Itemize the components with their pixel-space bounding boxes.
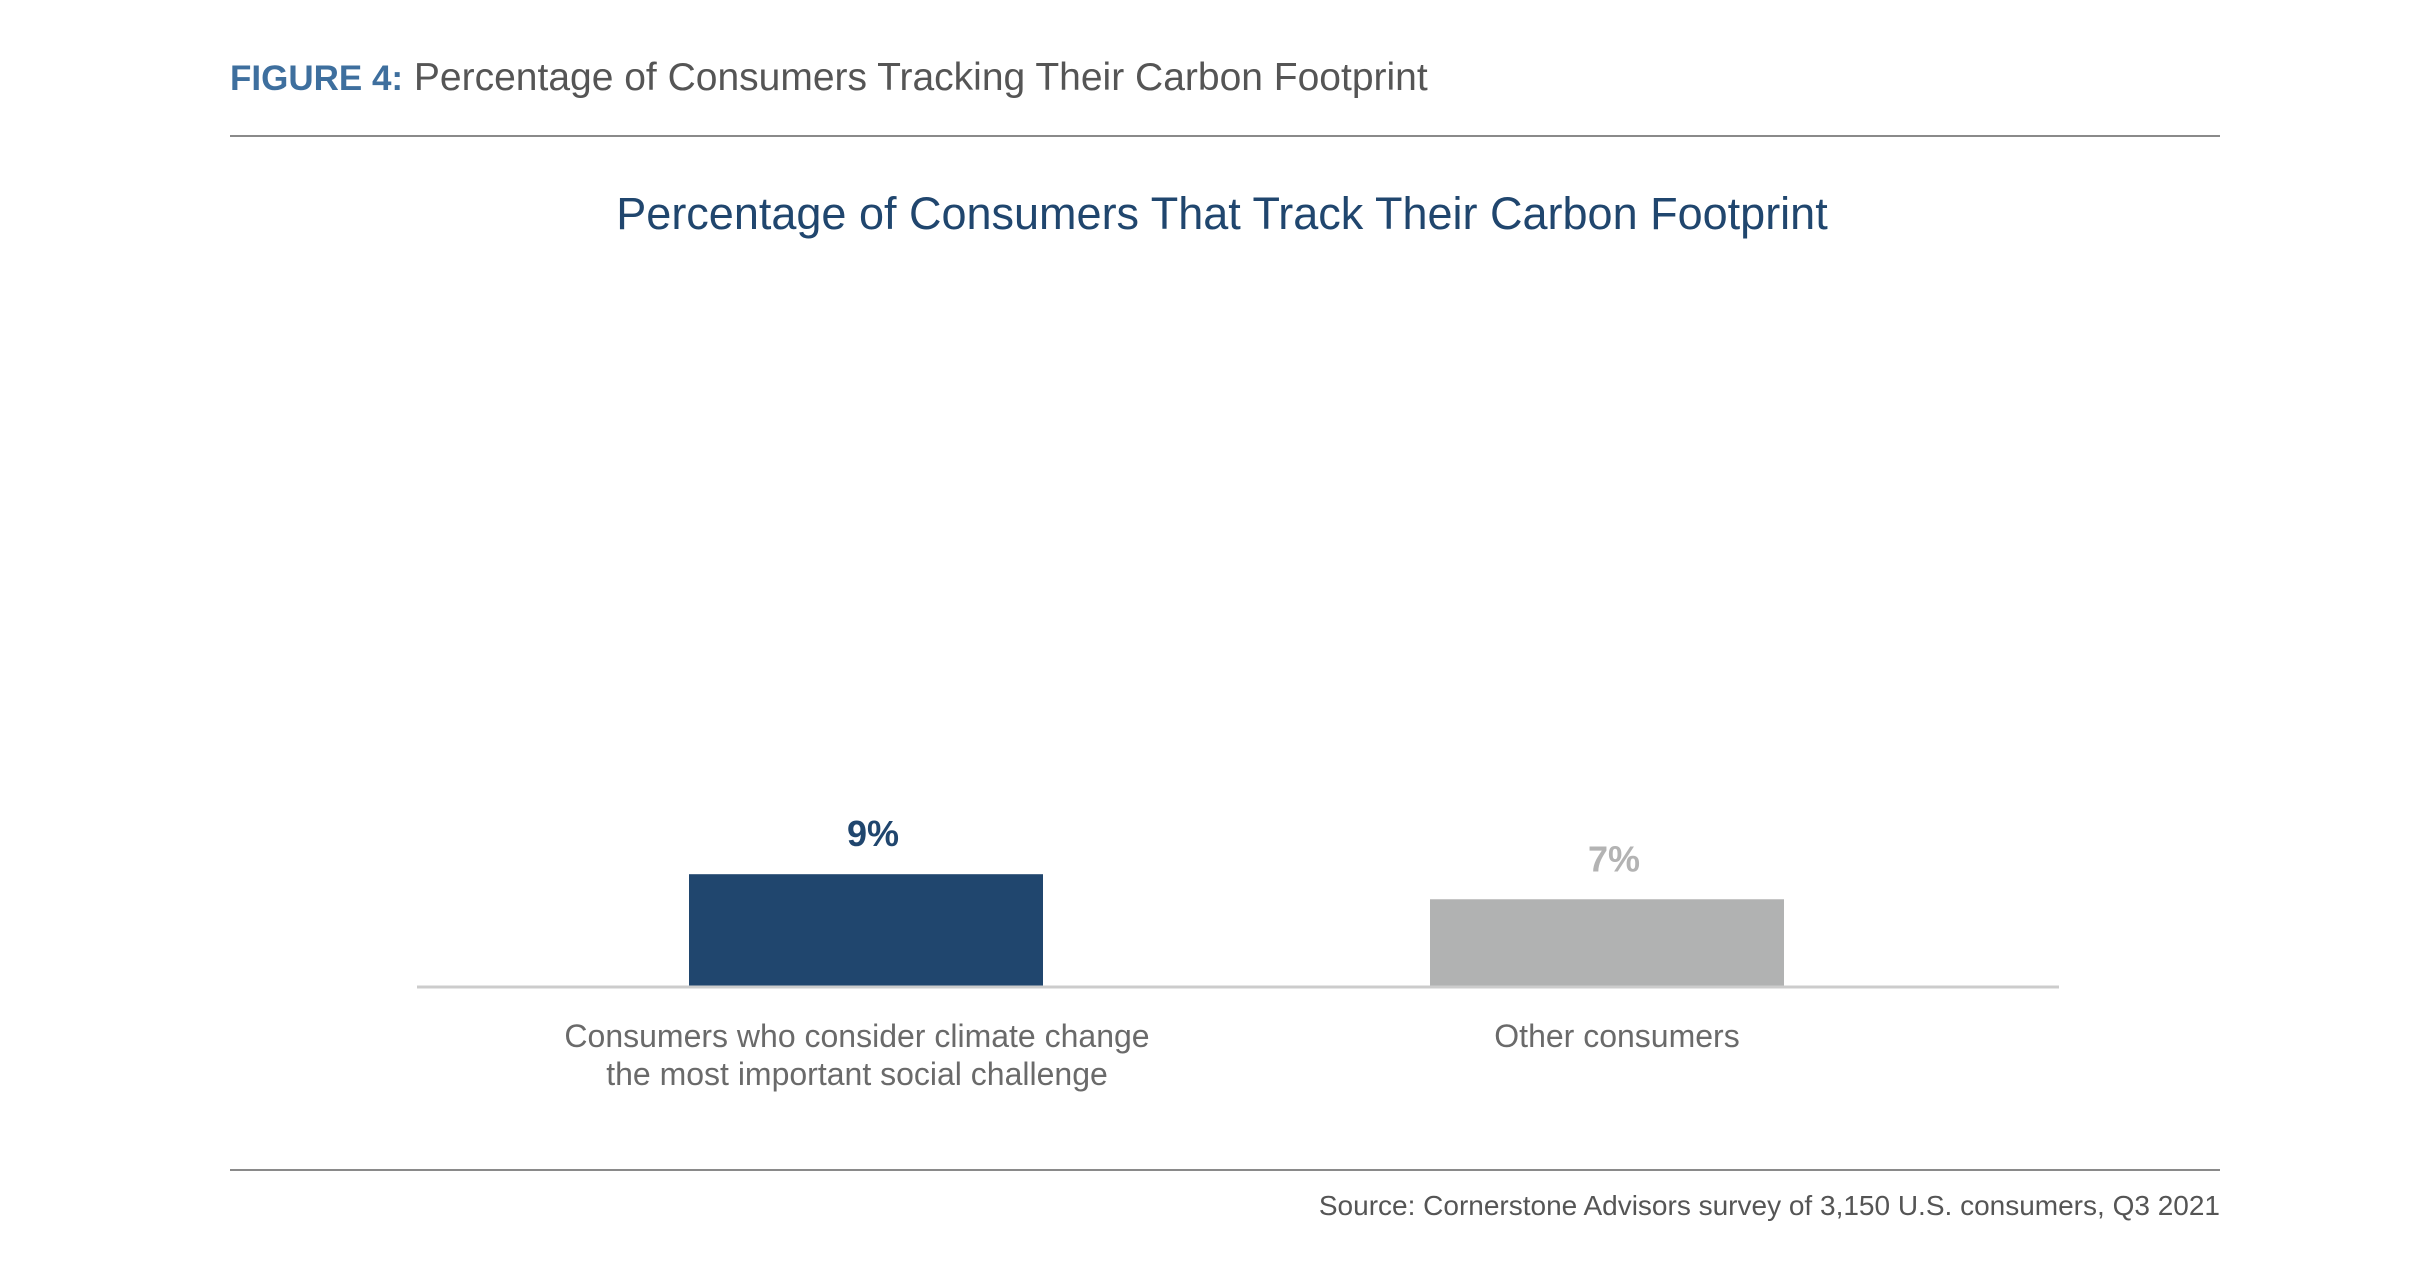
bar-value-label-1: 9% (847, 813, 899, 854)
footer-divider (230, 1169, 2220, 1171)
source-note: Source: Cornerstone Advisors survey of 3… (1318, 1190, 2220, 1221)
bar-1 (689, 874, 1043, 987)
header-divider (230, 135, 2220, 137)
figure-title: Percentage of Consumers Tracking Their C… (413, 56, 1428, 99)
figure-heading: FIGURE 4: Percentage of Consumers Tracki… (230, 56, 1428, 100)
category-label-1-line-2: the most important social challenge (606, 1056, 1108, 1092)
category-label-1-line-1: Consumers who consider climate change (564, 1018, 1149, 1054)
bar-value-label-2: 7% (1588, 838, 1640, 879)
chart-title: Percentage of Consumers That Track Their… (616, 188, 1828, 239)
bar-2 (1430, 899, 1784, 987)
category-label-2-line-1: Other consumers (1494, 1018, 1739, 1054)
figure-label: FIGURE 4: (230, 59, 404, 98)
